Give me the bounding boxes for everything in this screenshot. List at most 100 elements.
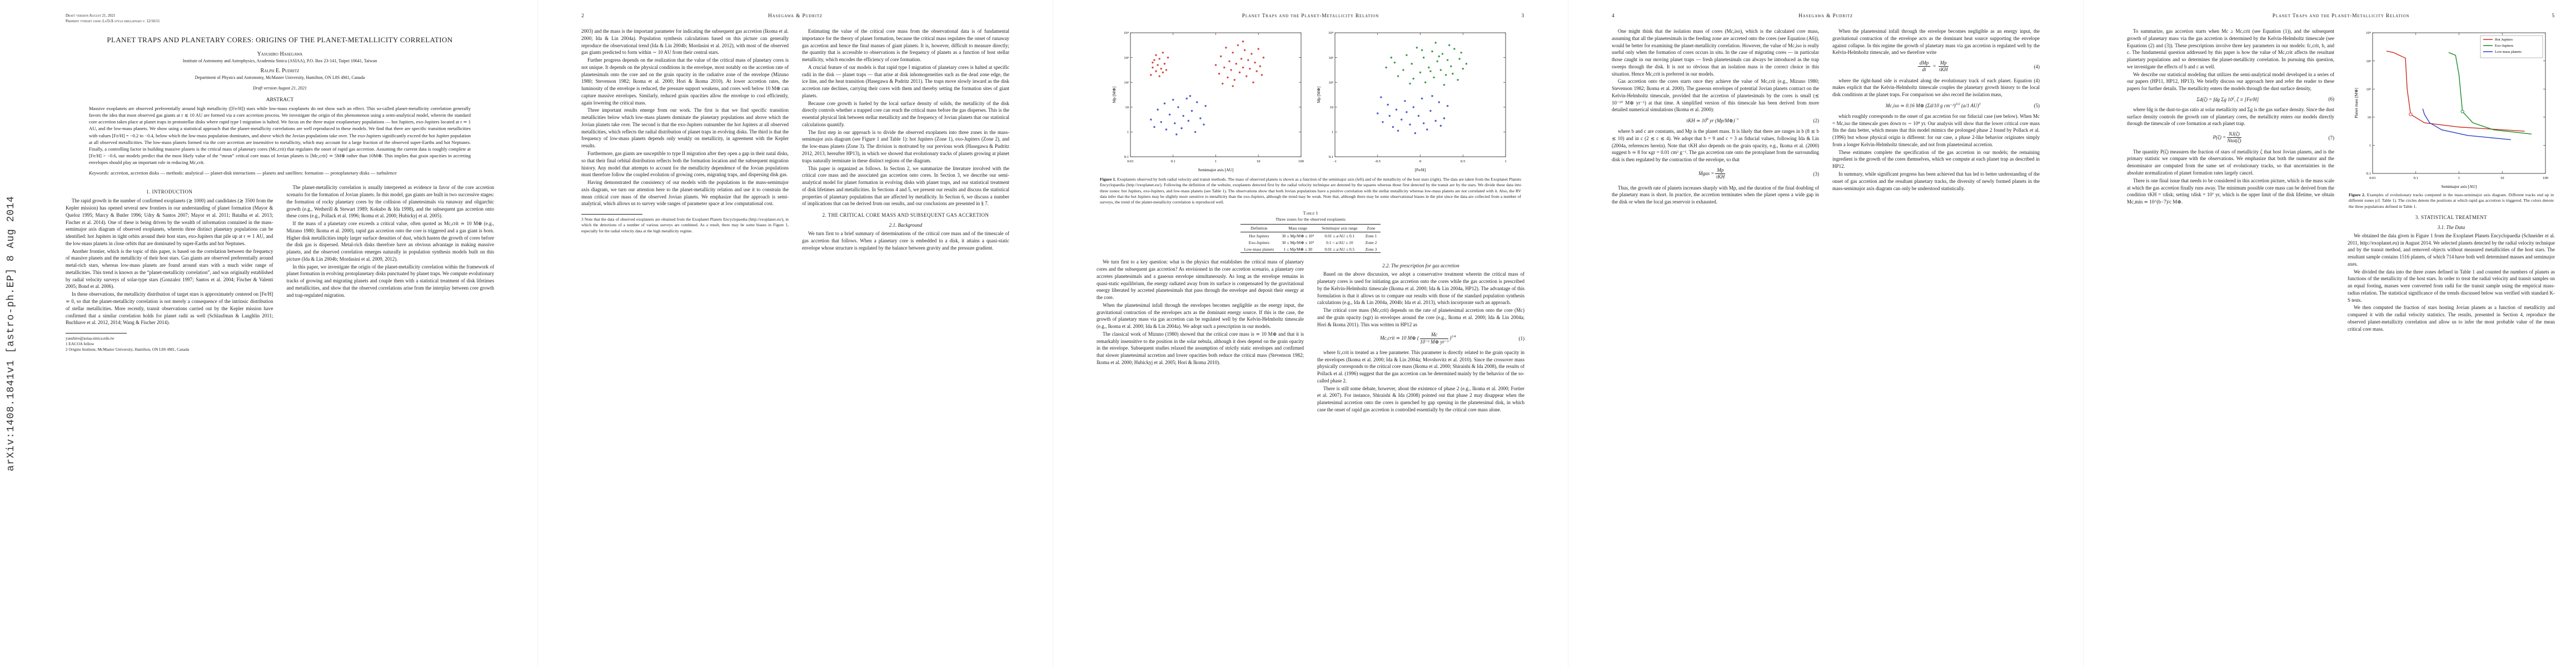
page4-number: 4 — [1612, 13, 1615, 19]
equation-6-number: (6) — [2328, 96, 2335, 102]
paragraph: There is one final issue that needs to b… — [2127, 177, 2334, 205]
table-row: Exo-Jupiters 30 ≤ Mp/M⊕ ≤ 10⁴ 0.1 < a/AU ≤… — [1240, 239, 1381, 246]
page2-col-right-text: Estimating the value of the critical cor… — [802, 28, 1009, 207]
paragraph: which roughly corresponds to the onset o… — [1832, 113, 2040, 147]
paragraph: The planet-metallicity correlation is us… — [286, 185, 495, 219]
subsection-2-2-heading: 2.2. The prescription for gas accretion — [1382, 263, 1459, 269]
table-cell: Exo-Jupiters — [1248, 240, 1270, 245]
svg-text:10³: 10³ — [1124, 56, 1129, 60]
table-row: Low-mass planets 1 ≤ Mp/M⊕ ≤ 30 0.01 ≤ a/A… — [1240, 246, 1381, 253]
svg-text:1: 1 — [2369, 144, 2370, 148]
figure1-caption-label: Figure 1. — [1100, 177, 1117, 182]
paragraph: Three important results emerge from our … — [581, 107, 789, 149]
table-row: Hot Jupiters 30 ≤ Mp/M⊕ ≤ 10⁴ 0.01 ≤ a/AU … — [1240, 232, 1381, 240]
paragraph: Having demonstrated the consistency of o… — [581, 180, 789, 207]
svg-text:0.1: 0.1 — [1124, 155, 1129, 159]
page5-running-title: Planet Traps and the Planet-Metallicity … — [2272, 13, 2410, 19]
svg-text:0.5: 0.5 — [1461, 160, 1466, 163]
svg-text:100: 100 — [1298, 160, 1304, 163]
page4-col-left-text: One might think that the isolation mass … — [1612, 28, 1819, 113]
page5-running-head: Planet Traps and the Planet-Metallicity … — [2127, 13, 2555, 19]
draft-stamp-line2: Preprint typeset using LaTeX style emula… — [66, 19, 160, 24]
svg-text:10: 10 — [1257, 160, 1260, 163]
paragraph: The first step in our approach is to div… — [802, 129, 1009, 163]
svg-text:Mp [M⊕]: Mp [M⊕] — [1112, 87, 1117, 103]
section-2-heading: 2. THE CRITICAL CORE MASS AND SUBSEQUENT… — [822, 212, 989, 218]
page4-col-right-text-end: which roughly corresponds to the onset o… — [1832, 113, 2040, 192]
equation-7-number: (7) — [2328, 135, 2335, 141]
draft-stamp: Draft version August 21, 2021 Preprint t… — [66, 13, 494, 24]
paragraph: We turn first to a brief summary of dete… — [802, 231, 1009, 251]
table1: Table 1 Three zones for the observed exo… — [1097, 211, 1524, 253]
page2-number: 2 — [581, 13, 585, 19]
page4-col-left-text-mid: where b and c are constants, and Mp is t… — [1612, 128, 1819, 163]
page1-col-right-text: The planet-metallicity correlation is us… — [287, 184, 495, 298]
page3-col-right-text-after: where fc,crit is treated as a free param… — [1317, 349, 1524, 414]
equation-1-fraction: Ṁc 10⁻⁶ M⊕ yr⁻¹ — [1419, 332, 1449, 345]
svg-text:Hot Jupiters: Hot Jupiters — [2495, 38, 2513, 42]
page5-col-left-text-end: The quantity P(ζ) measures the fraction … — [2127, 148, 2334, 206]
page3-running-head: Planet Traps and the Planet-Metallicity … — [1097, 13, 1524, 19]
affiliation-1: Institute of Astronomy and Astrophysics,… — [182, 58, 377, 64]
equation-4: dMp dt = Mp τKH (4) — [1832, 60, 2040, 73]
affiliation-2: Department of Physics and Astronomy, McM… — [195, 75, 365, 81]
page5-columns: To summarize, gas accretion starts when … — [2127, 28, 2555, 333]
paragraph: We divided the data into the three zones… — [2348, 268, 2555, 303]
page4-col-right-text-mid: where the right-hand side is evaluated a… — [1832, 77, 2040, 98]
equation-5: Mc,iso ≃ 0.16 M⊕ (Σd/10 g cm⁻²)3/2 (a/1 … — [1832, 102, 2040, 109]
paragraph: This paper is organized as follows. In S… — [802, 165, 1009, 207]
page4-col-right: When the planetesimal infall through the… — [1832, 28, 2040, 206]
page4-col-left-text-end: Thus, the growth rate of planets increas… — [1612, 185, 1819, 206]
footnote-email: yasuhiro@asiaa.sinica.edu.tw — [66, 336, 114, 341]
svg-text:10³: 10³ — [1328, 56, 1333, 60]
equation-2: τKH ≃ 10b yr (Mp/M⊕)−c (2) — [1612, 117, 1819, 124]
page4-col-right-text: When the planetesimal infall through the… — [1832, 28, 2040, 56]
equation-3-number: (3) — [1813, 171, 1820, 177]
table-header-cell: Mass range — [1278, 224, 1318, 233]
table-cell: 30 ≤ Mp/M⊕ ≤ 10⁴ — [1282, 233, 1314, 238]
page1-col-right: The planet-metallicity correlation is us… — [287, 184, 495, 352]
page4-col-left: One might think that the isolation mass … — [1612, 28, 1819, 206]
paragraph: In summary, while significant progress h… — [1832, 171, 2040, 191]
equation-4-fraction-left: dMp dt — [1917, 60, 1931, 73]
draft-version-line: Draft version August 21, 2021 — [253, 86, 307, 91]
footnote-3: 3 Note that the data of observed exoplan… — [581, 217, 789, 233]
svg-text:0.01: 0.01 — [2369, 176, 2376, 180]
paragraph: where the right-hand side is evaluated a… — [1832, 77, 2040, 98]
page3-col-right: 2.2. The prescription for gas accretion … — [1317, 258, 1524, 414]
page2-col-left: 2003) and the mass is the important para… — [581, 28, 789, 252]
equation-7: P(ζ) = NJ(ζ) Ntot(ζ) (7) — [2127, 131, 2334, 145]
table-header-cell: Semimajor axis range — [1318, 224, 1362, 233]
table1-title: Table 1 — [1303, 211, 1318, 216]
page5-col-right: 0.01 0.1 1 10 100 0.1 1 10 10² 10³ 10⁴ Semimajor ax… — [2348, 28, 2555, 333]
page2-col-right: Estimating the value of the critical cor… — [802, 28, 1009, 252]
table-cell: Low-mass planets — [1240, 246, 1278, 253]
paragraph: where fc,crit is treated as a free param… — [1317, 349, 1524, 384]
paragraph: The critical core mass (Mc,crit) depends… — [1317, 307, 1524, 327]
svg-text:Low-mass planets: Low-mass planets — [2495, 50, 2522, 54]
paper-title: PLANET TRAPS AND PLANETARY CORES: ORIGIN… — [107, 36, 453, 44]
svg-text:1: 1 — [1332, 131, 1333, 135]
paragraph: 2003) and the mass is the important para… — [581, 28, 789, 56]
table1-grid: Definition Mass range Semimajor axis range… — [1240, 224, 1381, 253]
page3-columns: We turn first to a key question: what is… — [1097, 258, 1524, 414]
footnote-rule — [66, 333, 127, 334]
paragraph: If the mass of a planetary core exceeds … — [286, 221, 495, 262]
equation-3-body: Ṁgas = Mp τKH — [1698, 167, 1726, 180]
svg-text:0.1: 0.1 — [1329, 155, 1333, 159]
page2-running-head: 2 Hasegawa & Pudritz — [581, 13, 1009, 19]
paragraph: In these observations, the metallicity d… — [66, 291, 273, 326]
svg-text:Semimajor axis [AU]: Semimajor axis [AU] — [2441, 184, 2477, 189]
equation-1-body: Mc,crit ≃ 10 M⊕ (Ṁc 10⁻⁶ M⊕ yr⁻¹)1/4 — [1380, 332, 1456, 345]
page2-col-right-text-after: We turn first to a brief summary of dete… — [802, 230, 1009, 251]
svg-text:1: 1 — [1215, 160, 1217, 163]
figure2: 0.01 0.1 1 10 100 0.1 1 10 10² 10³ 10⁴ Semimajor ax… — [2348, 28, 2555, 190]
equation-7-fraction: NJ(ζ) Ntot(ζ) — [2227, 131, 2241, 144]
page-4: 4 Hasegawa & Pudritz One might think tha… — [1568, 0, 2083, 667]
equation-2-body: τKH ≃ 10b yr (Mp/M⊕)−c — [1686, 117, 1739, 124]
page3-number: 3 — [1521, 13, 1524, 19]
equation-7-body: P(ζ) = NJ(ζ) Ntot(ζ) — [2213, 131, 2241, 144]
